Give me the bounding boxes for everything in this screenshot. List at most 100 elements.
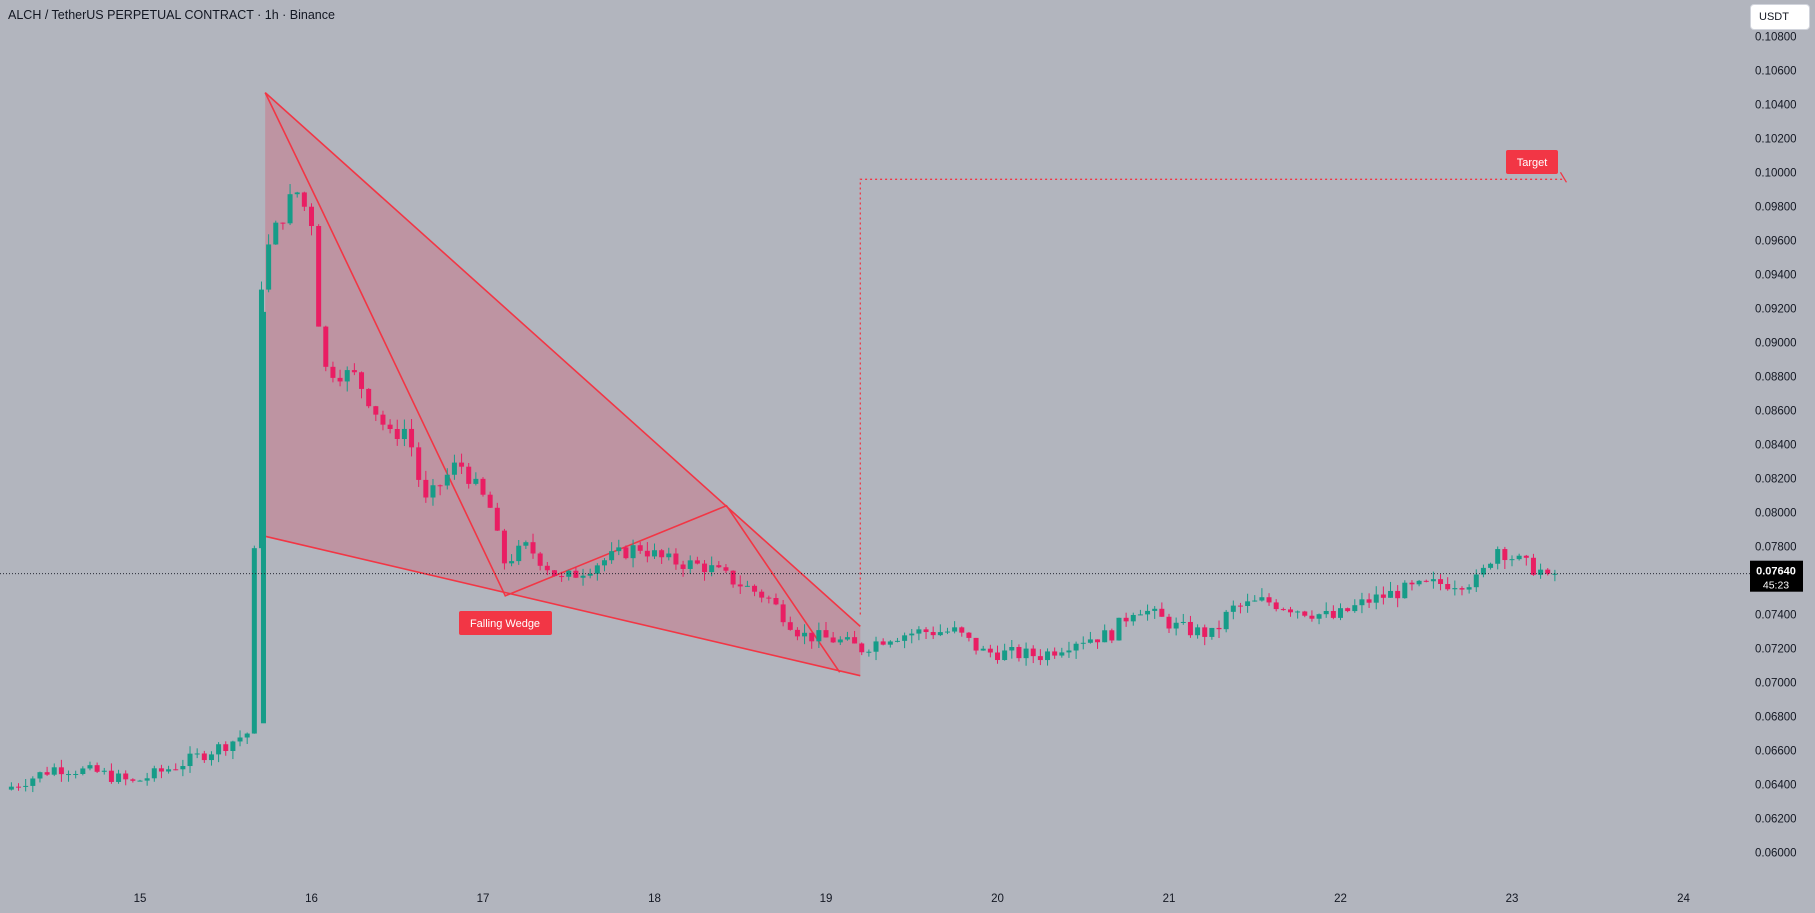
candle [580,568,586,586]
candle [1195,624,1201,639]
bar-countdown: 45:23 [1763,580,1789,592]
candle [630,539,636,568]
wedge-lower-line [265,535,861,677]
candle [451,454,457,480]
candle [1152,606,1158,619]
candle [902,632,908,649]
candle [1137,609,1143,616]
candle [51,763,57,777]
candle [1109,628,1115,644]
candle [387,419,393,434]
candle [1273,599,1279,612]
candle [1180,613,1186,625]
time-tick-label: 19 [820,893,833,905]
candle [887,640,893,648]
candle [766,595,772,604]
candle [937,624,943,637]
price-axis[interactable]: 0.06000 0.06200 0.06400 0.06600 0.06800 0.070… [1755,32,1797,860]
currency-selector-button[interactable]: USDT [1750,4,1810,30]
candle [673,548,679,570]
candle [130,778,136,783]
candle [1237,602,1243,614]
candle [8,782,14,791]
price-tick-label: 0.06200 [1755,814,1797,826]
candle [1316,613,1322,625]
candle [87,761,93,771]
candle [1080,636,1086,650]
candle [837,636,843,646]
candle [1030,645,1036,664]
price-tick-label: 0.08800 [1755,372,1797,384]
candle [180,759,186,777]
price-tick-label: 0.06400 [1755,780,1797,792]
candle [1352,599,1358,613]
candle [1373,586,1379,610]
candle [644,542,650,563]
candle [73,770,79,779]
time-tick-label: 21 [1163,893,1176,905]
candle [752,584,758,597]
time-tick-label: 22 [1334,893,1347,905]
candle [351,363,357,376]
candle [166,765,172,774]
candle [116,769,122,784]
candle [80,766,86,776]
candle [1095,639,1101,649]
candle [1009,639,1015,659]
pattern-label[interactable]: Falling Wedge [459,611,552,635]
candle [1330,605,1336,620]
candle [1066,641,1072,658]
candle [1359,592,1365,614]
candle [1209,627,1215,640]
candle [537,551,543,571]
candle [1052,647,1058,659]
symbol-title: ALCH / TetherUS PERPETUAL CONTRACT · 1h … [8,8,335,22]
candle [1502,546,1508,570]
candle [1430,571,1436,589]
candle [759,589,765,603]
candle [366,388,372,409]
candle [223,741,229,756]
candle [216,742,222,763]
candle [1445,577,1451,591]
candle [158,764,164,779]
candle [323,325,329,372]
candle [709,556,715,577]
candle [601,558,607,572]
candle [1023,642,1029,666]
candle [1295,610,1301,619]
candle [702,560,708,581]
current-price-tag: 0.07640 45:23 [1750,560,1803,592]
candle [1145,604,1151,621]
candle [1480,564,1486,578]
price-tick-label: 0.10200 [1755,134,1797,146]
candle [459,453,465,475]
candle [802,624,808,645]
wedge-zigzag-line [264,92,841,673]
candle [809,632,815,649]
candle [1173,617,1179,636]
candle [1395,585,1401,608]
candle [280,222,286,230]
candle [1459,586,1465,596]
candle [680,560,686,577]
candle [1130,612,1136,626]
falling-wedge-drawing[interactable] [264,92,861,677]
price-tick-label: 0.09600 [1755,236,1797,248]
price-tick-label: 0.08000 [1755,508,1797,520]
target-label[interactable]: Target [1506,150,1558,174]
price-tick-label: 0.08600 [1755,406,1797,418]
candlestick-series [8,184,1558,793]
candle [866,649,872,657]
candle [208,751,214,766]
candle [873,636,879,661]
candle [309,203,314,236]
candle [1159,602,1165,617]
candle [780,599,786,627]
wedge-upper-line [264,92,861,627]
price-tick-label: 0.09400 [1755,270,1797,282]
time-axis[interactable]: 15 16 17 18 19 20 21 22 23 24 [134,893,1691,905]
candle [551,569,557,577]
candle [1473,569,1479,592]
